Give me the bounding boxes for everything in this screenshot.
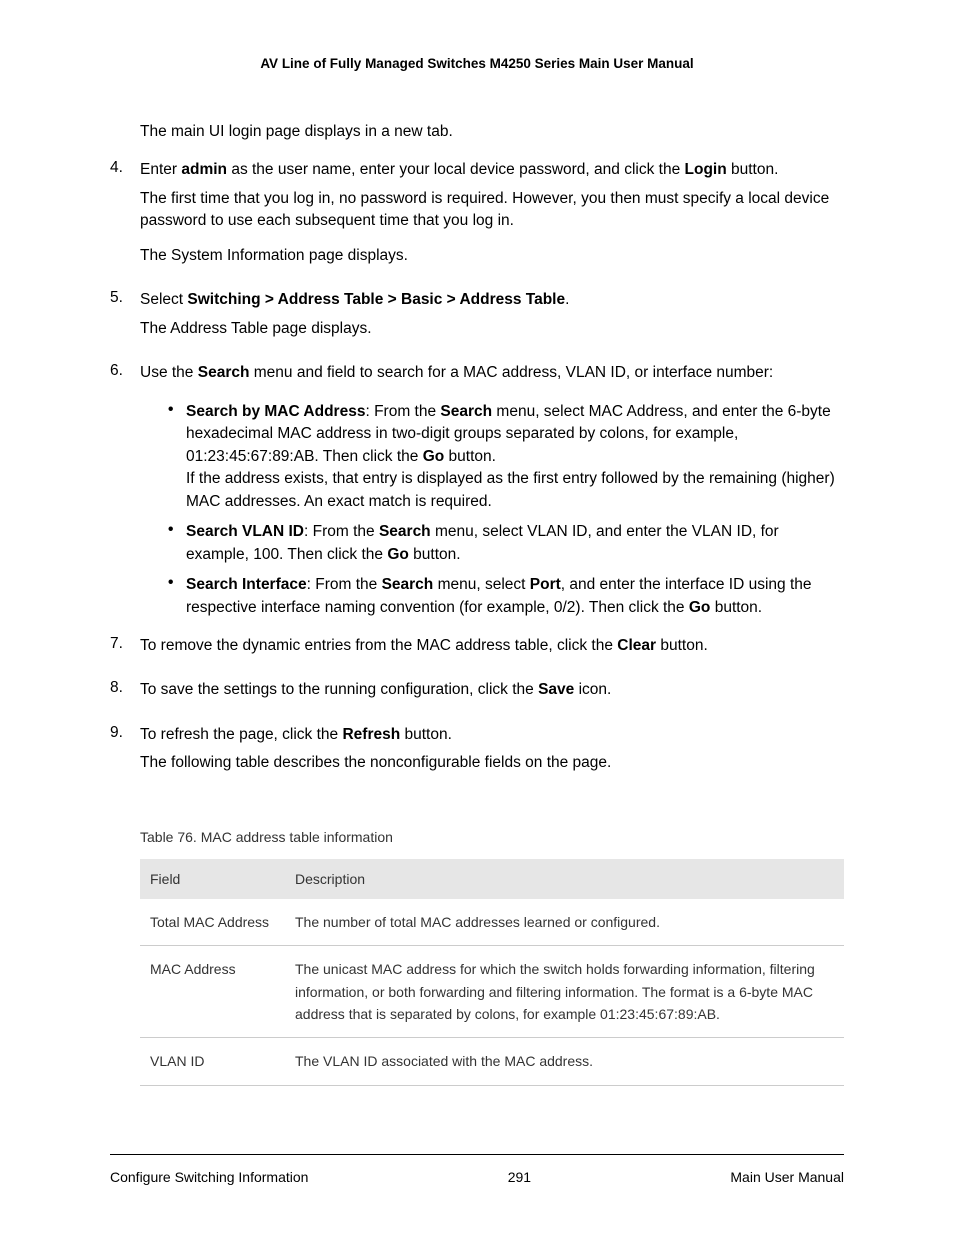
table-header-field: Field	[140, 859, 285, 899]
step-content: Use the Search menu and field to search …	[140, 362, 844, 390]
text: .	[565, 291, 569, 308]
bold-text: Go	[423, 448, 445, 465]
bullet-list: • Search by MAC Address: From the Search…	[168, 401, 844, 619]
table-cell-desc: The unicast MAC address for which the sw…	[285, 946, 844, 1038]
step-number: 9.	[110, 724, 140, 781]
table-cell-desc: The number of total MAC addresses learne…	[285, 899, 844, 946]
text: To save the settings to the running conf…	[140, 681, 538, 698]
text: Enter	[140, 161, 181, 178]
bold-text: Save	[538, 681, 574, 698]
step-content: Enter admin as the user name, enter your…	[140, 159, 844, 273]
step-para: The System Information page displays.	[140, 245, 844, 267]
table-cell-field: Total MAC Address	[140, 899, 285, 946]
step-6: 6. Use the Search menu and field to sear…	[110, 362, 844, 390]
bold-text: Go	[689, 599, 711, 616]
step-content: To remove the dynamic entries from the M…	[140, 635, 844, 663]
text: : From the	[365, 403, 440, 420]
step-number: 7.	[110, 635, 140, 663]
step-number: 8.	[110, 679, 140, 707]
table-row: VLAN ID The VLAN ID associated with the …	[140, 1038, 844, 1085]
intro-paragraph: The main UI login page displays in a new…	[140, 121, 844, 143]
bold-label: Search Interface	[186, 576, 307, 593]
bold-text: Refresh	[342, 726, 400, 743]
table-header-description: Description	[285, 859, 844, 899]
step-content: Select Switching > Address Table > Basic…	[140, 289, 844, 346]
footer-page-number: 291	[508, 1169, 531, 1185]
document-header: AV Line of Fully Managed Switches M4250 …	[110, 56, 844, 71]
bold-text: Port	[530, 576, 561, 593]
bold-text: Search	[440, 403, 492, 420]
bullet-item: • Search Interface: From the Search menu…	[168, 574, 844, 619]
step-9: 9. To refresh the page, click the Refres…	[110, 724, 844, 781]
bold-text: Go	[387, 546, 409, 563]
bullet-content: Search by MAC Address: From the Search m…	[186, 401, 844, 513]
table-cell-desc: The VLAN ID associated with the MAC addr…	[285, 1038, 844, 1085]
step-para: The Address Table page displays.	[140, 318, 844, 340]
bold-text: admin	[181, 161, 227, 178]
bold-text: Search	[198, 364, 250, 381]
text: To refresh the page, click the	[140, 726, 342, 743]
bullet-item: • Search by MAC Address: From the Search…	[168, 401, 844, 513]
bold-text: Search	[379, 523, 431, 540]
text: : From the	[304, 523, 379, 540]
bold-text: Clear	[617, 637, 656, 654]
bold-label: Search by MAC Address	[186, 403, 365, 420]
text: To remove the dynamic entries from the M…	[140, 637, 617, 654]
table-row: MAC Address The unicast MAC address for …	[140, 946, 844, 1038]
mac-address-table: Field Description Total MAC Address The …	[140, 859, 844, 1086]
step-content: To refresh the page, click the Refresh b…	[140, 724, 844, 781]
step-number: 4.	[110, 159, 140, 273]
bullet-marker: •	[168, 521, 186, 566]
bold-label: Search VLAN ID	[186, 523, 304, 540]
bullet-marker: •	[168, 401, 186, 513]
bold-text: Switching > Address Table > Basic > Addr…	[187, 291, 565, 308]
text: button.	[656, 637, 708, 654]
text: as the user name, enter your local devic…	[227, 161, 685, 178]
text: Use the	[140, 364, 198, 381]
step-number: 5.	[110, 289, 140, 346]
table-cell-field: VLAN ID	[140, 1038, 285, 1085]
text: icon.	[574, 681, 611, 698]
table-cell-field: MAC Address	[140, 946, 285, 1038]
text: button.	[400, 726, 452, 743]
text: If the address exists, that entry is dis…	[186, 470, 835, 509]
footer-right: Main User Manual	[730, 1169, 844, 1185]
step-4: 4. Enter admin as the user name, enter y…	[110, 159, 844, 273]
text: : From the	[307, 576, 382, 593]
text: menu, select	[433, 576, 530, 593]
text: button.	[727, 161, 779, 178]
text: button.	[710, 599, 762, 616]
step-8: 8. To save the settings to the running c…	[110, 679, 844, 707]
step-number: 6.	[110, 362, 140, 390]
text: button.	[409, 546, 461, 563]
step-7: 7. To remove the dynamic entries from th…	[110, 635, 844, 663]
bullet-item: • Search VLAN ID: From the Search menu, …	[168, 521, 844, 566]
bold-text: Search	[382, 576, 434, 593]
bullet-content: Search VLAN ID: From the Search menu, se…	[186, 521, 844, 566]
step-content: To save the settings to the running conf…	[140, 679, 844, 707]
text: button.	[444, 448, 496, 465]
text: menu and field to search for a MAC addre…	[249, 364, 773, 381]
footer-left: Configure Switching Information	[110, 1169, 308, 1185]
table-caption: Table 76. MAC address table information	[140, 829, 844, 845]
step-5: 5. Select Switching > Address Table > Ba…	[110, 289, 844, 346]
table-row: Total MAC Address The number of total MA…	[140, 899, 844, 946]
step-para: The first time that you log in, no passw…	[140, 188, 844, 233]
bullet-content: Search Interface: From the Search menu, …	[186, 574, 844, 619]
bullet-marker: •	[168, 574, 186, 619]
step-para: The following table describes the noncon…	[140, 752, 844, 774]
text: Select	[140, 291, 187, 308]
page-footer: Configure Switching Information 291 Main…	[110, 1154, 844, 1185]
bold-text: Login	[685, 161, 727, 178]
